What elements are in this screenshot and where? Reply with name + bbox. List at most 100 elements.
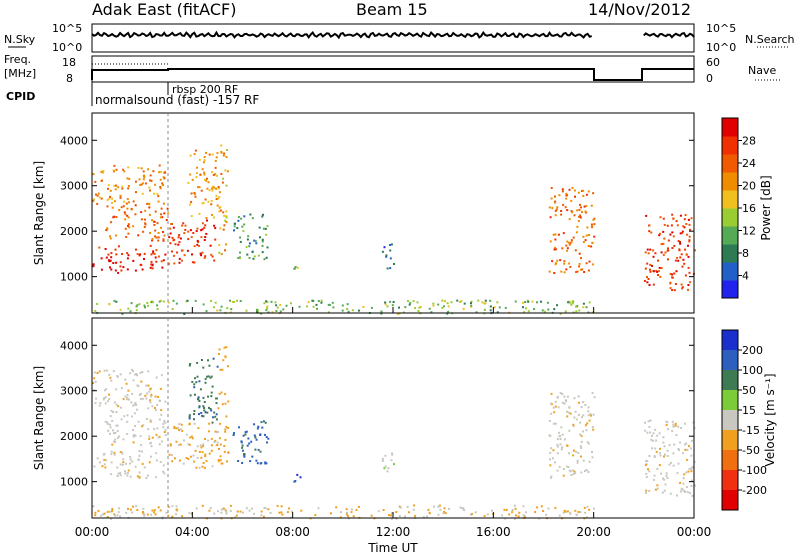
scatter-point <box>662 436 665 439</box>
scatter-point <box>260 312 263 315</box>
x-tick-label: 16:00 <box>476 525 511 539</box>
scatter-point <box>665 474 668 477</box>
scatter-point <box>554 209 557 212</box>
scatter-point <box>688 467 691 470</box>
scatter-point <box>198 406 201 409</box>
scatter-point <box>296 473 299 476</box>
scatter-point <box>110 461 113 464</box>
scatter-point <box>686 448 689 451</box>
scatter-point <box>690 447 692 450</box>
scatter-point <box>247 437 250 440</box>
scatter-point <box>225 215 228 218</box>
scatter-point <box>656 467 659 470</box>
scatter-point <box>395 511 398 513</box>
scatter-point <box>256 308 258 311</box>
scatter-point <box>652 283 655 286</box>
scatter-point <box>227 451 230 454</box>
scatter-point <box>570 210 573 213</box>
scatter-point <box>568 218 571 221</box>
scatter-point <box>274 301 277 304</box>
scatter-point <box>160 413 163 416</box>
scatter-point <box>659 454 662 457</box>
scatter-point <box>149 399 152 402</box>
scatter-point <box>237 219 240 222</box>
scatter-point <box>459 506 462 509</box>
scatter-point <box>163 234 166 237</box>
scatter-point <box>203 407 206 409</box>
scatter-point <box>122 205 125 208</box>
scatter-point <box>173 238 176 241</box>
scatter-point <box>191 178 194 181</box>
scatter-point <box>591 263 594 266</box>
scatter-point <box>235 514 238 517</box>
scatter-point <box>157 195 160 198</box>
scatter-point <box>163 202 165 205</box>
colorbar-tick-label: 15 <box>742 404 756 417</box>
scatter-point <box>384 465 387 468</box>
scatter-point <box>134 213 137 216</box>
scatter-point <box>160 374 163 377</box>
scatter-point <box>456 299 459 302</box>
scatter-point <box>151 238 154 240</box>
scatter-point <box>572 236 575 239</box>
scatter-point <box>514 300 517 303</box>
scatter-point <box>437 505 440 508</box>
scatter-point <box>127 307 130 310</box>
scatter-point <box>690 217 693 220</box>
scatter-point <box>498 306 501 309</box>
scatter-point <box>121 452 124 455</box>
scatter-point <box>153 253 156 255</box>
scatter-point <box>390 514 392 517</box>
scatter-point <box>218 244 221 247</box>
scatter-point <box>652 478 655 481</box>
scatter-point <box>347 310 350 313</box>
colorbar-tick-label: 8 <box>742 247 749 260</box>
scatter-point <box>590 245 593 248</box>
scatter-point <box>677 425 680 428</box>
scatter-point <box>648 470 651 473</box>
scatter-point <box>644 464 647 467</box>
scatter-point <box>680 253 683 256</box>
scatter-point <box>549 464 552 467</box>
scatter-point <box>265 462 268 465</box>
scatter-point <box>151 509 154 512</box>
scatter-point <box>177 426 180 429</box>
scatter-point <box>296 266 299 269</box>
scatter-point <box>524 301 527 303</box>
scatter-point <box>575 513 578 516</box>
scatter-point <box>156 403 159 406</box>
scatter-point <box>134 373 137 376</box>
scatter-point <box>260 510 263 513</box>
scatter-point <box>154 210 157 213</box>
scatter-point <box>204 453 207 456</box>
scatter-point <box>178 257 181 260</box>
scatter-point <box>553 248 556 251</box>
scatter-point <box>156 427 159 430</box>
y-tick-label: 1000 <box>60 271 88 284</box>
scatter-point <box>568 411 570 414</box>
scatter-point <box>586 516 588 519</box>
scatter-point <box>151 239 154 242</box>
scatter-point <box>129 458 132 461</box>
scatter-point <box>209 244 212 247</box>
scatter-point <box>175 440 178 443</box>
scatter-point <box>227 427 230 429</box>
scatter-point <box>110 450 113 453</box>
scatter-point <box>685 471 688 474</box>
scatter-point <box>253 255 256 258</box>
scatter-point <box>142 424 145 427</box>
scatter-point <box>150 455 152 458</box>
scatter-point <box>190 236 193 239</box>
scatter-point <box>262 227 265 230</box>
scatter-point <box>470 304 473 307</box>
scatter-point <box>263 506 266 509</box>
scatter-point <box>117 511 120 514</box>
scatter-point <box>126 252 129 255</box>
scatter-point <box>187 238 190 241</box>
scatter-point <box>350 511 353 514</box>
scatter-point <box>663 237 666 240</box>
scatter-point <box>578 263 581 265</box>
scatter-point <box>198 186 201 189</box>
scatter-point <box>665 472 668 475</box>
cpid-panel: CPID rbsp 200 RF normalsound (fast) -157… <box>6 82 259 107</box>
